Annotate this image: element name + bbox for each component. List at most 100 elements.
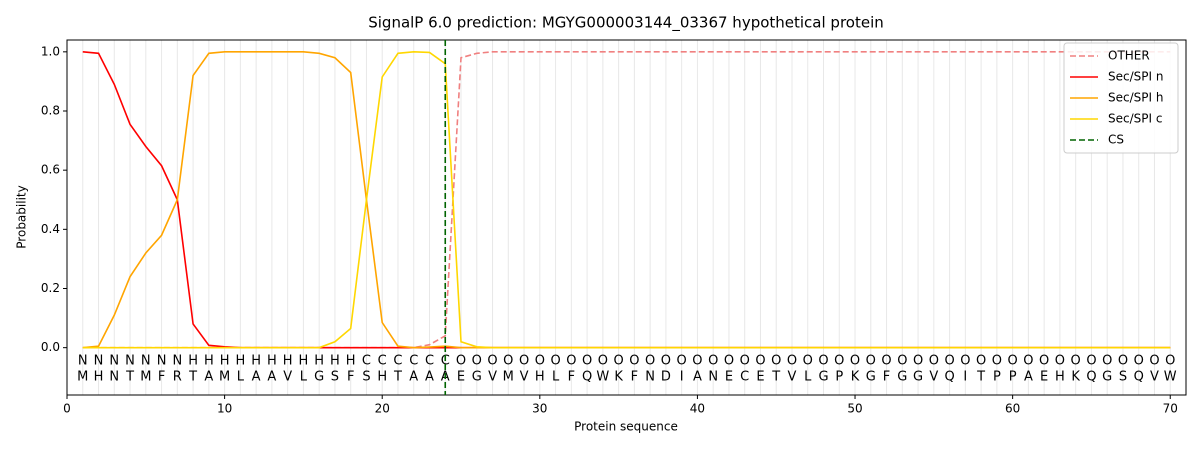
residue: H — [1055, 370, 1065, 385]
residue-label: O — [976, 354, 986, 369]
residue: G — [866, 370, 876, 385]
residue-label: O — [866, 354, 876, 369]
residue: S — [1119, 370, 1127, 385]
y-tick-label: 0.2 — [41, 281, 60, 295]
residue-label: O — [960, 354, 970, 369]
residue-label: O — [614, 354, 624, 369]
chart-title: SignalP 6.0 prediction: MGYG000003144_03… — [368, 14, 884, 33]
residue-label: N — [78, 354, 88, 369]
residue-label: H — [220, 354, 230, 369]
residue-label: O — [661, 354, 671, 369]
residue: N — [645, 370, 655, 385]
residue: A — [204, 370, 213, 385]
residue-label: O — [724, 354, 734, 369]
residue-label: N — [172, 354, 182, 369]
residue: Q — [1134, 370, 1144, 385]
residue: A — [267, 370, 276, 385]
residue-label: O — [1071, 354, 1081, 369]
residue: N — [708, 370, 718, 385]
residue-label: O — [629, 354, 639, 369]
residue: I — [680, 370, 684, 385]
residue: P — [1009, 370, 1017, 385]
residue-label: O — [550, 354, 560, 369]
residue: N — [109, 370, 119, 385]
residue: V — [1150, 370, 1159, 385]
residue-label: O — [929, 354, 939, 369]
residue-label: C — [425, 354, 434, 369]
residue: P — [835, 370, 843, 385]
residue: A — [425, 370, 434, 385]
residue-label: O — [771, 354, 781, 369]
series-line — [82, 51, 1171, 349]
residue: Q — [944, 370, 954, 385]
residue: G — [314, 370, 324, 385]
residue-label: H — [299, 354, 309, 369]
y-tick-label: 0.6 — [41, 163, 60, 177]
x-tick-label: 70 — [1163, 402, 1178, 416]
residue-label: N — [157, 354, 167, 369]
residue-label: H — [251, 354, 261, 369]
residue-label: O — [1149, 354, 1159, 369]
legend-label: Sec/SPI n — [1108, 70, 1163, 84]
residue: V — [488, 370, 497, 385]
residue: F — [158, 370, 165, 385]
x-axis-label: Protein sequence — [574, 420, 678, 434]
residue-label: N — [141, 354, 151, 369]
residue-label: H — [346, 354, 356, 369]
residue-label: O — [1134, 354, 1144, 369]
residue-label: O — [1055, 354, 1065, 369]
residue: G — [1102, 370, 1112, 385]
residue-label: C — [409, 354, 418, 369]
residue: K — [851, 370, 860, 385]
residue: A — [1024, 370, 1033, 385]
series-line — [82, 51, 1171, 349]
plot-frame — [66, 39, 1187, 396]
residue-label: N — [125, 354, 135, 369]
x-tick-label: 0 — [63, 402, 71, 416]
residue-label: O — [1039, 354, 1049, 369]
residue-label: O — [503, 354, 513, 369]
residue: E — [1040, 370, 1048, 385]
residue: T — [393, 370, 402, 385]
residue: V — [520, 370, 529, 385]
series-line — [82, 51, 1171, 349]
x-tick-label: 40 — [690, 402, 705, 416]
x-tick-label: 60 — [1005, 402, 1020, 416]
residue-label: O — [456, 354, 466, 369]
residue-label: O — [803, 354, 813, 369]
residue-label: O — [992, 354, 1002, 369]
y-axis-label: Probability — [15, 185, 29, 248]
residue-label: C — [362, 354, 371, 369]
residue-label: O — [834, 354, 844, 369]
residue: G — [913, 370, 923, 385]
residue: T — [771, 370, 780, 385]
residue: T — [188, 370, 197, 385]
residue: W — [1164, 370, 1177, 385]
residue: K — [614, 370, 623, 385]
residue: Q — [1086, 370, 1096, 385]
series-line — [82, 51, 1171, 349]
residue: E — [457, 370, 465, 385]
residue: T — [125, 370, 134, 385]
y-tick-label: 1.0 — [41, 44, 60, 58]
y-tick-label: 0.4 — [41, 222, 60, 236]
residue: F — [883, 370, 890, 385]
residue-label: O — [1102, 354, 1112, 369]
residue: L — [552, 370, 560, 385]
residue: A — [693, 370, 702, 385]
residue-label: H — [330, 354, 340, 369]
residue-label: C — [393, 354, 402, 369]
residue-label: O — [818, 354, 828, 369]
y-tick-label: 0.0 — [41, 340, 60, 354]
residue-label: O — [582, 354, 592, 369]
residue: M — [77, 370, 88, 385]
x-tick-label: 20 — [375, 402, 390, 416]
residue-label: O — [913, 354, 923, 369]
residue: I — [963, 370, 967, 385]
residue: A — [252, 370, 261, 385]
residue-label: O — [850, 354, 860, 369]
residue-label: C — [441, 354, 450, 369]
residue-label: O — [1165, 354, 1175, 369]
residue-label: H — [204, 354, 214, 369]
